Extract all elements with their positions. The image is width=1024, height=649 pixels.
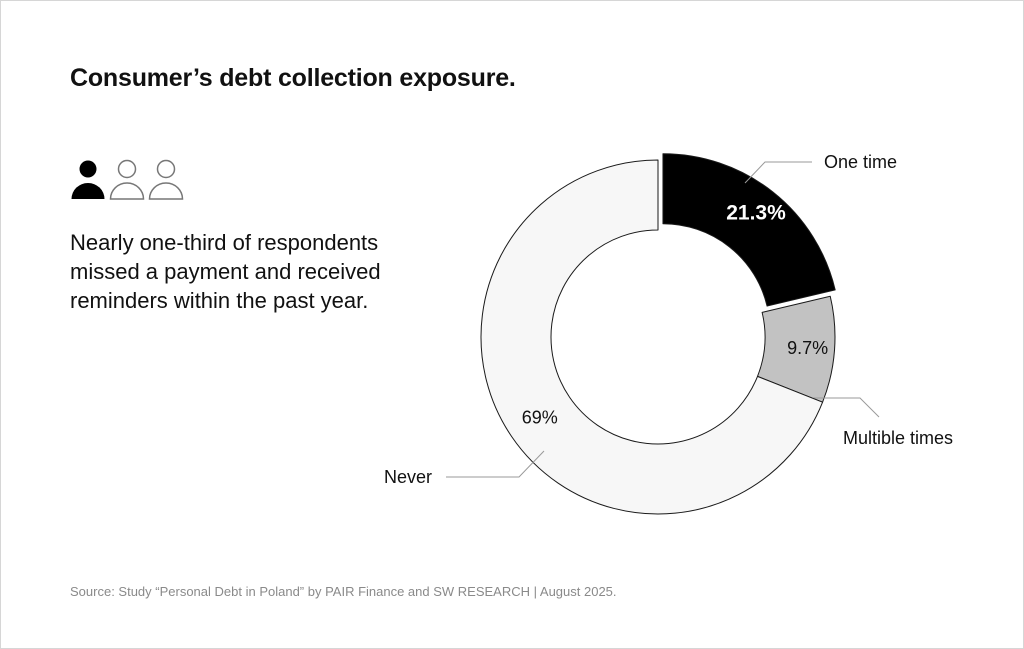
summary-text: Nearly one-third of respondents missed a… (70, 230, 381, 313)
leader-line-one-time (744, 161, 812, 184)
leader-line-never (446, 450, 545, 478)
slice-label-one-time: One time (824, 152, 897, 172)
slice-label-multiple-times: Multible times (843, 428, 953, 448)
page-title: Consumer’s debt collection exposure. (70, 64, 516, 92)
slice-value-multiple-times: 9.7% (787, 338, 828, 358)
person-filled-icon (71, 160, 105, 199)
slice-value-one-time: 21.3% (726, 202, 786, 225)
person-outline-icon (148, 159, 184, 200)
source-note: Source: Study “Personal Debt in Poland” … (70, 584, 617, 599)
slice-label-never: Never (384, 467, 432, 487)
leader-line-multiple-times (805, 397, 880, 418)
donut-slice-never (480, 159, 824, 515)
people-icon-group (71, 159, 184, 200)
slice-value-never: 69% (522, 407, 558, 427)
donut-slice-one-time (662, 153, 836, 307)
person-outline-icon (109, 159, 145, 200)
